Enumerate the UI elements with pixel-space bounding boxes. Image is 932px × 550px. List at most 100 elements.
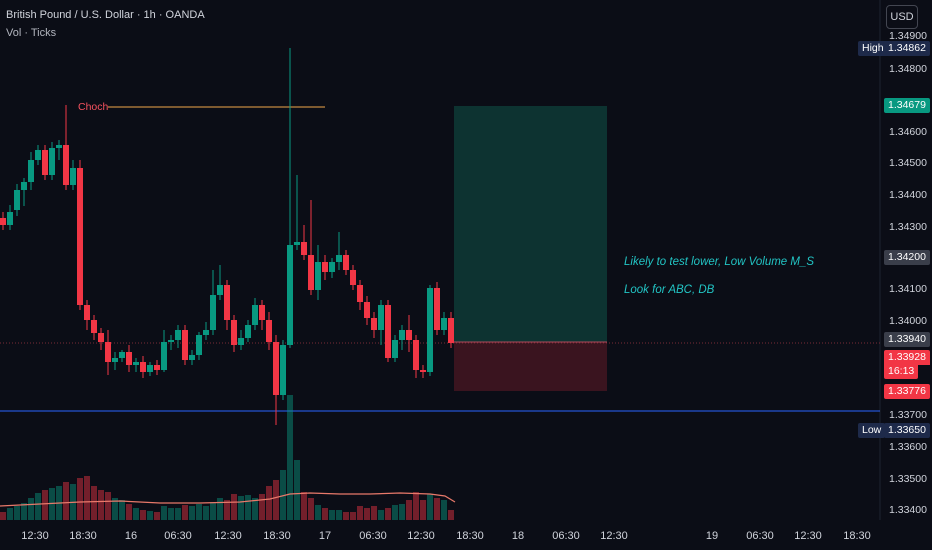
volume-bar bbox=[126, 504, 132, 520]
last-price-badge: 1.33928 bbox=[884, 350, 930, 365]
entry-price-badge: 1.33940 bbox=[884, 332, 930, 347]
volume-bar bbox=[77, 478, 83, 520]
candle-body bbox=[413, 340, 419, 370]
time-tick: 06:30 bbox=[552, 530, 580, 542]
candle-body bbox=[252, 305, 258, 325]
candle-body bbox=[280, 345, 286, 395]
price-tick: 1.33700 bbox=[889, 409, 927, 421]
volume-bar bbox=[238, 496, 244, 520]
volume-bar bbox=[280, 470, 286, 520]
volume-bar bbox=[336, 510, 342, 520]
candle-body bbox=[329, 262, 335, 272]
volume-bar bbox=[35, 493, 41, 520]
time-tick: 19 bbox=[705, 530, 719, 542]
volume-bar bbox=[182, 505, 188, 520]
price-tick: 1.34300 bbox=[889, 221, 927, 233]
gray-price-badge: 1.34200 bbox=[884, 250, 930, 265]
volume-bar bbox=[0, 512, 6, 520]
candle-body bbox=[399, 330, 405, 340]
candle-body bbox=[35, 150, 41, 160]
countdown-badge: 16:13 bbox=[884, 364, 919, 379]
time-tick: 12:30 bbox=[794, 530, 822, 542]
high-price-badge: 1.34862 bbox=[884, 41, 930, 56]
volume-bar bbox=[441, 500, 447, 520]
volume-bar bbox=[168, 508, 174, 520]
high-label-badge: High bbox=[858, 41, 888, 56]
candle-body bbox=[196, 335, 202, 355]
volume-bar bbox=[350, 512, 356, 520]
volume-bar bbox=[287, 395, 293, 520]
volume-bar bbox=[217, 498, 223, 520]
candle-body bbox=[14, 190, 20, 210]
candle-body bbox=[140, 362, 146, 372]
volume-bar bbox=[161, 506, 167, 520]
time-tick: 06:30 bbox=[164, 530, 192, 542]
price-tick: 1.33600 bbox=[889, 441, 927, 453]
candle-body bbox=[259, 305, 265, 320]
volume-bar bbox=[84, 476, 90, 520]
volume-ma-line bbox=[0, 492, 456, 507]
volume-bar bbox=[343, 512, 349, 520]
volume-bar bbox=[392, 505, 398, 520]
time-tick: 18:30 bbox=[263, 530, 291, 542]
candle-body bbox=[301, 242, 307, 255]
volume-bar bbox=[252, 498, 258, 520]
candle-body bbox=[343, 255, 349, 270]
price-tick: 1.34500 bbox=[889, 157, 927, 169]
candle-body bbox=[217, 285, 223, 295]
volume-bar bbox=[224, 500, 230, 520]
price-tick: 1.34900 bbox=[889, 30, 927, 42]
volume-bar bbox=[322, 508, 328, 520]
time-tick: 12:30 bbox=[21, 530, 49, 542]
time-tick: 06:30 bbox=[746, 530, 774, 542]
candle-body bbox=[434, 288, 440, 330]
candle-body bbox=[357, 285, 363, 302]
candle-body bbox=[21, 182, 27, 190]
volume-bar bbox=[357, 506, 363, 520]
price-tick: 1.34000 bbox=[889, 315, 927, 327]
annotation-note-1: Likely to test lower, Low Volume M_S bbox=[624, 256, 815, 268]
candle-body bbox=[126, 352, 132, 365]
price-tick: 1.34800 bbox=[889, 63, 927, 75]
candle-body bbox=[77, 168, 83, 305]
candle-body bbox=[420, 370, 426, 372]
annotation-note-2: Look for ABC, DB bbox=[624, 284, 715, 296]
candle-body bbox=[231, 320, 237, 345]
candle-body bbox=[105, 342, 111, 362]
currency-button[interactable]: USD bbox=[886, 5, 918, 29]
candle-body bbox=[392, 340, 398, 358]
candle-body bbox=[224, 285, 230, 320]
choch-label: Choch bbox=[78, 101, 109, 113]
time-tick: 17 bbox=[318, 530, 332, 542]
volume-bar bbox=[189, 506, 195, 520]
candle-body bbox=[385, 305, 391, 358]
candle-body bbox=[364, 302, 370, 318]
candle-body bbox=[322, 262, 328, 272]
candle-body bbox=[147, 365, 153, 372]
candle-body bbox=[98, 333, 104, 342]
volume-bar bbox=[175, 508, 181, 520]
volume-bar bbox=[98, 490, 104, 520]
candle-body bbox=[378, 305, 384, 330]
candle-body bbox=[336, 255, 342, 262]
candle-body bbox=[154, 365, 160, 370]
time-tick: 16 bbox=[124, 530, 138, 542]
candle-body bbox=[161, 342, 167, 370]
price-tick: 1.34600 bbox=[889, 126, 927, 138]
volume-indicator-label[interactable]: Vol · Ticks bbox=[6, 27, 57, 39]
time-tick: 18:30 bbox=[456, 530, 484, 542]
volume-bar bbox=[105, 492, 111, 520]
symbol-title[interactable]: British Pound / U.S. Dollar · 1h · OANDA bbox=[6, 9, 205, 21]
time-tick: 18 bbox=[511, 530, 525, 542]
volume-bar bbox=[378, 510, 384, 520]
candle-body bbox=[448, 318, 454, 343]
candle-body bbox=[273, 342, 279, 395]
candle-body bbox=[63, 145, 69, 185]
low-label-badge: Low bbox=[858, 423, 886, 438]
volume-bar bbox=[364, 508, 370, 520]
candle-body bbox=[28, 160, 34, 182]
volume-bar bbox=[7, 508, 13, 520]
volume-bar bbox=[28, 498, 34, 520]
volume-bar bbox=[301, 492, 307, 520]
